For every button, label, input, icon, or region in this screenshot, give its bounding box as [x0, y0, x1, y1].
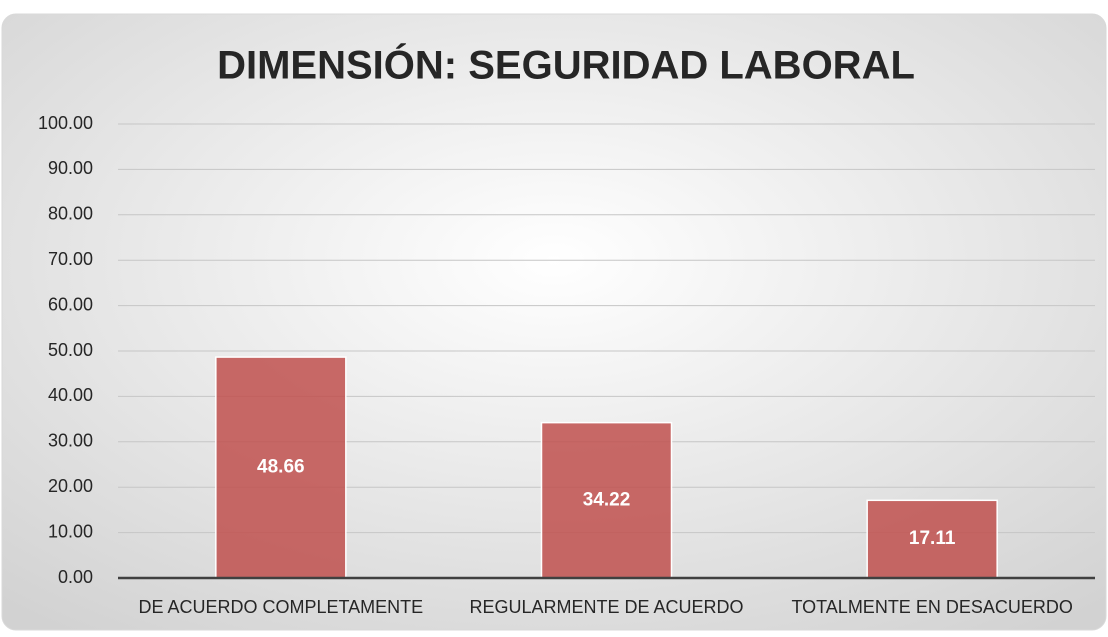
y-tick-label: 90.00	[48, 158, 93, 178]
y-tick-label: 40.00	[48, 385, 93, 405]
x-tick-label: DE ACUERDO COMPLETAMENTE	[138, 597, 423, 617]
bar	[866, 499, 998, 579]
bar	[215, 356, 347, 579]
data-label: 48.66	[257, 457, 305, 478]
y-tick-label: 100.00	[38, 113, 93, 133]
y-tick-label: 0.00	[58, 567, 93, 587]
x-tick-label: REGULARMENTE DE ACUERDO	[469, 597, 743, 617]
y-tick-label: 10.00	[48, 521, 93, 541]
chart-title: DIMENSIÓN: SEGURIDAD LABORAL	[217, 42, 915, 88]
bar	[540, 421, 673, 579]
data-label: 34.22	[583, 489, 631, 510]
data-label: 17.11	[909, 528, 956, 549]
y-tick-label: 70.00	[48, 249, 93, 269]
y-tick-label: 80.00	[48, 204, 93, 224]
y-tick-label: 60.00	[48, 294, 93, 314]
y-tick-label: 50.00	[48, 340, 93, 360]
y-tick-label: 20.00	[48, 476, 93, 496]
y-tick-label: 30.00	[48, 431, 93, 451]
x-tick-label: TOTALMENTE EN DESACUERDO	[791, 597, 1072, 617]
